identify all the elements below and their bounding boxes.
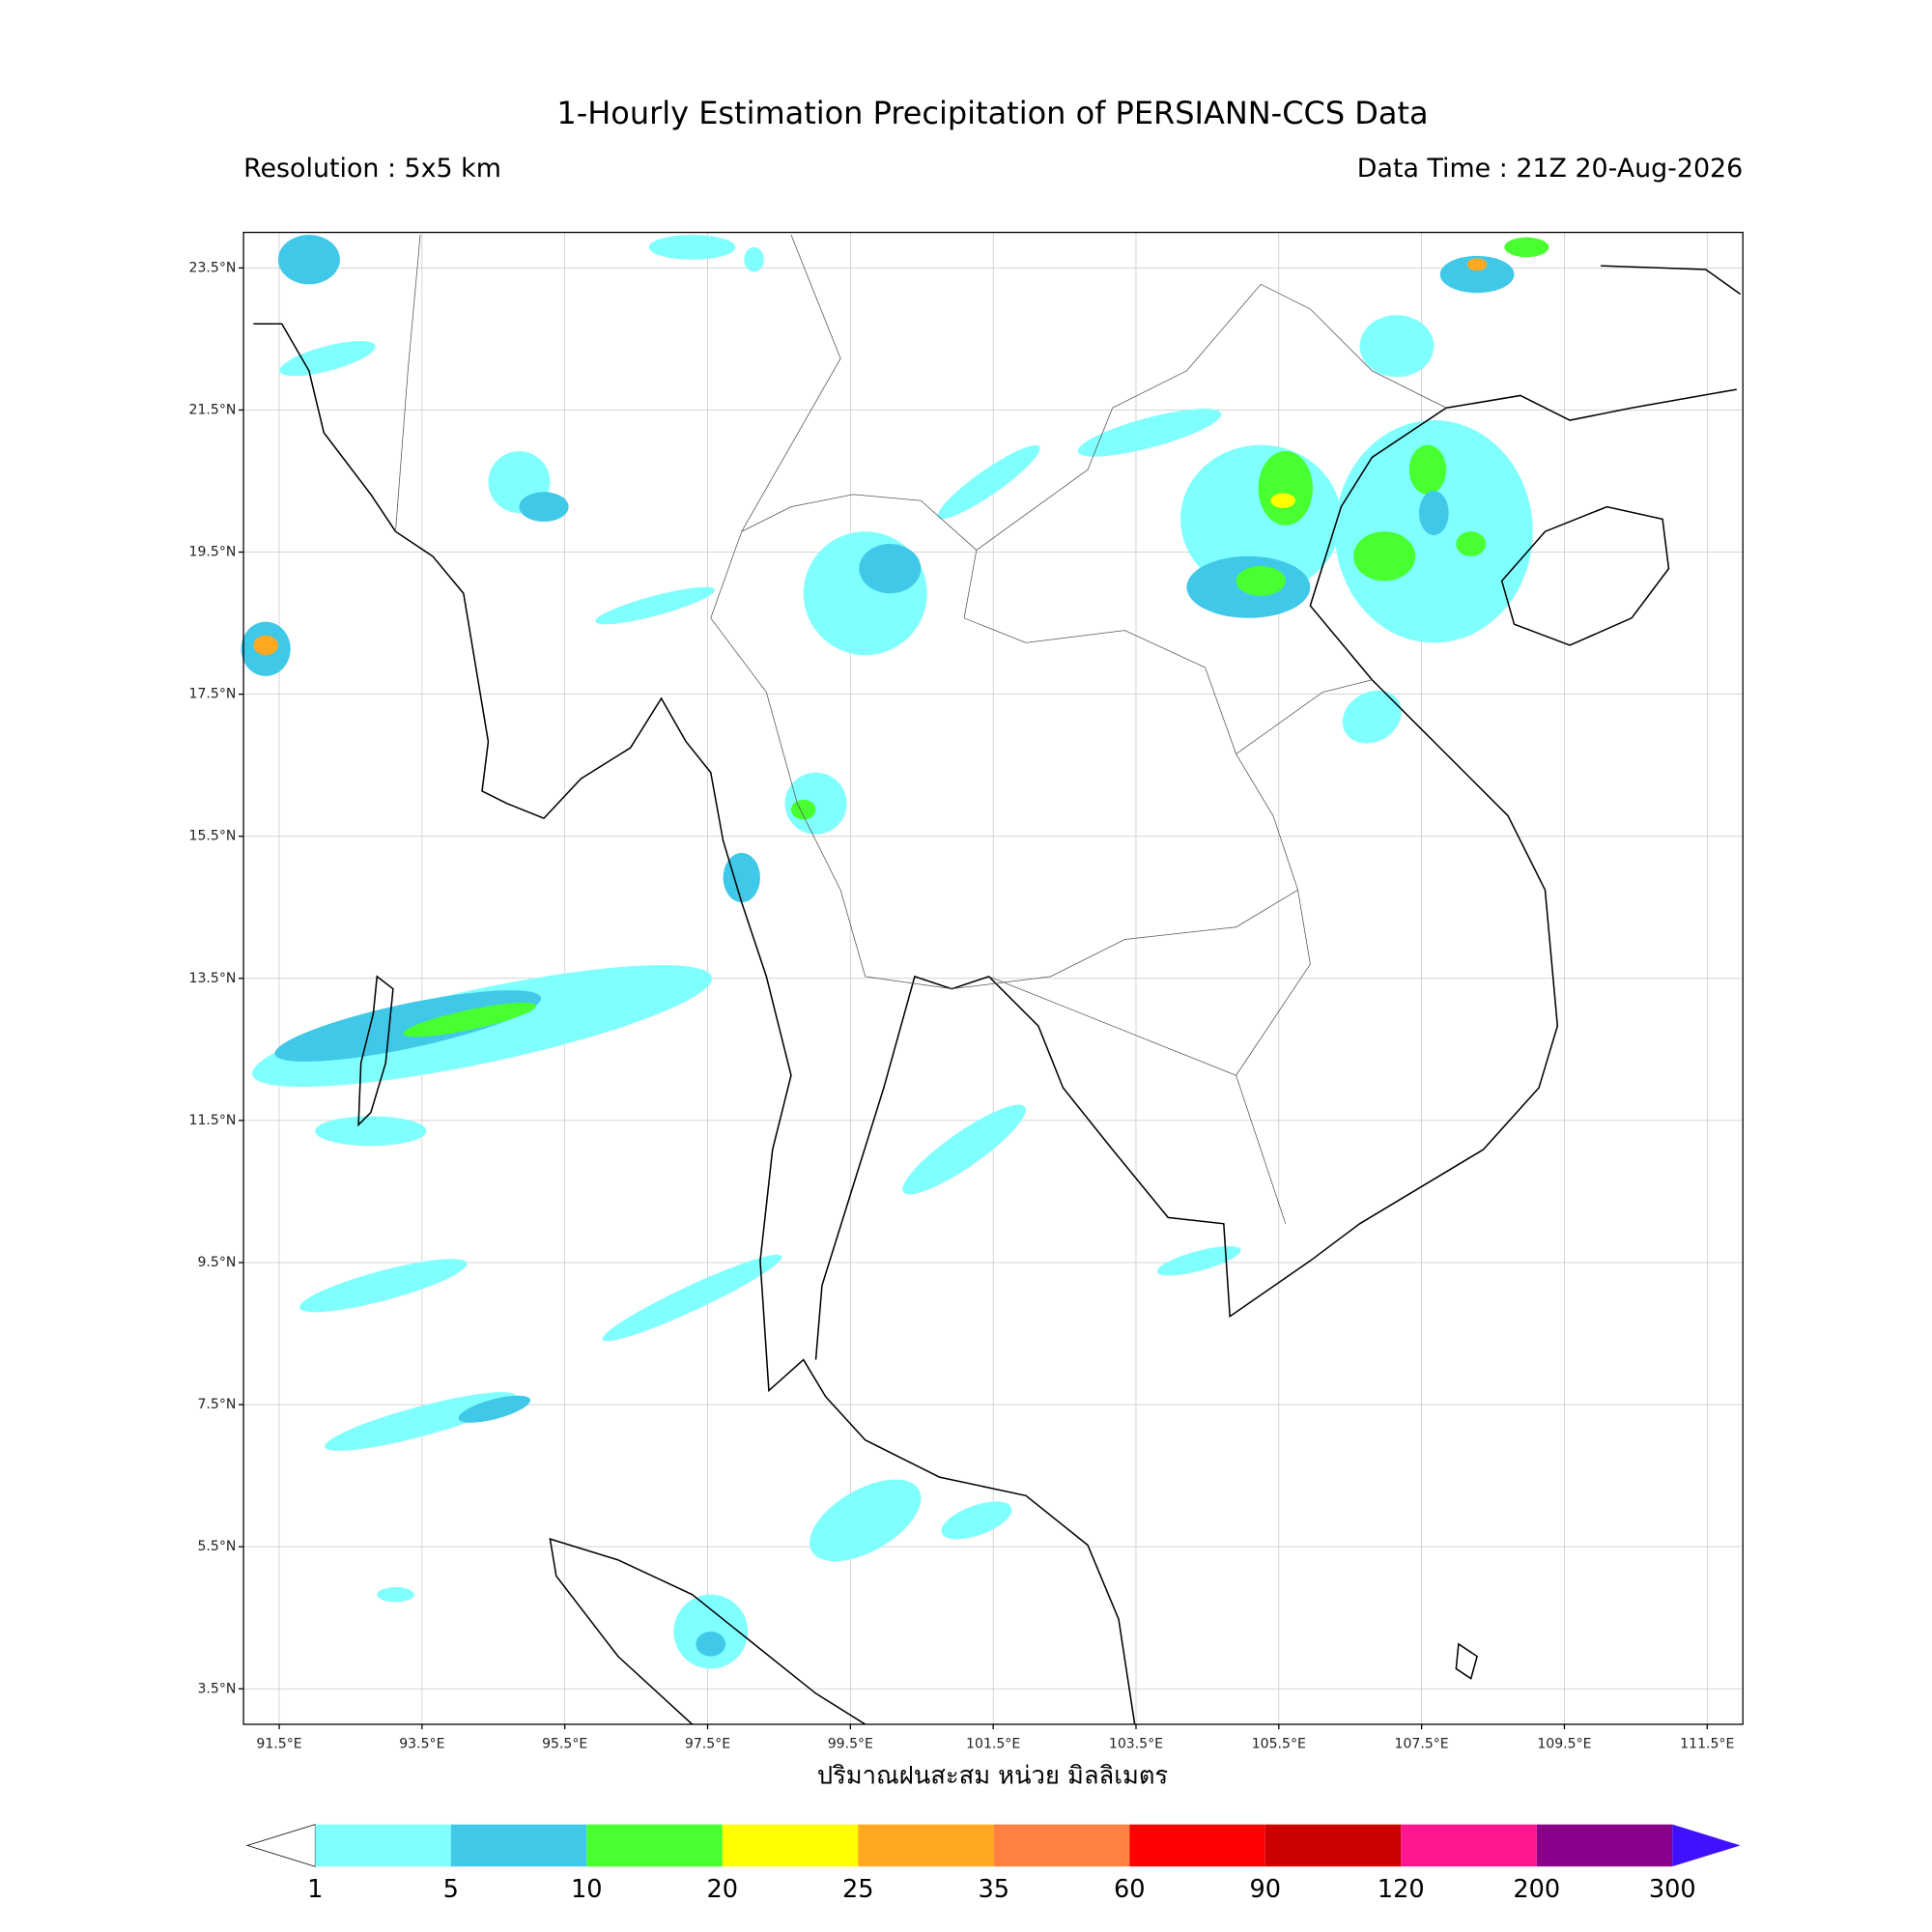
lon-tick-label: 103.5°E bbox=[1109, 1737, 1163, 1752]
rain-patch bbox=[902, 1104, 1026, 1195]
lat-tick-label: 3.5°N bbox=[197, 1681, 236, 1696]
lat-tick-label: 13.5°N bbox=[189, 971, 237, 986]
rain-patch bbox=[803, 531, 927, 656]
rain-patch bbox=[1466, 258, 1488, 271]
colorbar-label: 20 bbox=[707, 1875, 739, 1904]
rain-patch bbox=[1236, 566, 1286, 596]
rain-patch bbox=[648, 235, 736, 260]
lon-tick-label: 105.5°E bbox=[1252, 1737, 1306, 1752]
colorbar-over bbox=[1672, 1824, 1741, 1867]
lat-tick-label: 21.5°N bbox=[189, 402, 237, 417]
rain-patch bbox=[377, 1586, 414, 1603]
colorbar-label: 90 bbox=[1250, 1875, 1282, 1904]
lat-tick-label: 11.5°N bbox=[189, 1113, 237, 1128]
colorbar-box bbox=[1129, 1824, 1265, 1867]
lon-tick-label: 93.5°E bbox=[399, 1737, 444, 1752]
colorbar-under bbox=[245, 1824, 316, 1867]
colorbar-box bbox=[315, 1824, 451, 1867]
resolution: Resolution : 5x5 km bbox=[243, 154, 501, 184]
lat-tick-label: 9.5°N bbox=[197, 1255, 236, 1270]
map-frame bbox=[242, 231, 1744, 1725]
rain-patch bbox=[1077, 409, 1222, 457]
colorbar-box bbox=[722, 1824, 859, 1867]
rain-patch bbox=[1456, 531, 1487, 556]
rain-patch bbox=[941, 1501, 1012, 1540]
lon-tick-label: 97.5°E bbox=[685, 1737, 730, 1752]
rain-patch bbox=[519, 492, 569, 522]
colorbar-box bbox=[858, 1824, 994, 1867]
lat-tick-label: 15.5°N bbox=[189, 829, 237, 844]
rain-patch bbox=[744, 246, 764, 272]
lat-tick-label: 5.5°N bbox=[197, 1539, 236, 1554]
colorbar-label: 35 bbox=[979, 1875, 1010, 1904]
colorbar-label: 300 bbox=[1649, 1875, 1696, 1904]
colorbar-label: 120 bbox=[1378, 1875, 1425, 1904]
lat-tick-label: 19.5°N bbox=[189, 545, 237, 560]
rain-patch bbox=[403, 1002, 537, 1037]
rain-patch bbox=[458, 1395, 531, 1423]
rain-patch bbox=[1408, 444, 1447, 495]
lon-tick-label: 91.5°E bbox=[256, 1737, 301, 1752]
data-time: Data Time : 21Z 20-Aug-2026 bbox=[1357, 154, 1743, 184]
rain-patch bbox=[1353, 531, 1416, 582]
colorbar-box bbox=[993, 1824, 1130, 1867]
colorbar-label: 5 bbox=[443, 1875, 459, 1904]
title: 1-Hourly Estimation Precipitation of PER… bbox=[556, 95, 1428, 131]
rain-patch bbox=[279, 340, 376, 377]
colorbar-label: 10 bbox=[571, 1875, 603, 1904]
rain-patch bbox=[1418, 490, 1449, 536]
rain-patch bbox=[277, 235, 340, 285]
rain-patch bbox=[1439, 255, 1515, 294]
rain-patch bbox=[602, 1254, 782, 1342]
colorbar-box bbox=[586, 1824, 723, 1867]
lon-tick-label: 107.5°E bbox=[1395, 1737, 1449, 1752]
rain-patch bbox=[810, 1479, 922, 1562]
rain-patch bbox=[790, 799, 816, 820]
colorbar-label: 1 bbox=[307, 1875, 323, 1904]
coastlines bbox=[253, 265, 1742, 1725]
rain-patch bbox=[723, 852, 760, 903]
borders bbox=[395, 234, 1447, 1224]
rain-patch bbox=[1270, 493, 1296, 508]
lon-tick-label: 109.5°E bbox=[1537, 1737, 1591, 1752]
colorbar-box bbox=[1401, 1824, 1537, 1867]
lat-tick-label: 17.5°N bbox=[189, 687, 237, 702]
rain-patch bbox=[315, 1116, 427, 1147]
rain-patch bbox=[299, 1259, 468, 1313]
rain-patch bbox=[253, 635, 278, 656]
rain-patch bbox=[859, 544, 922, 594]
rain-patch bbox=[595, 586, 716, 625]
rain-patch bbox=[696, 1632, 726, 1657]
rain-patch bbox=[1342, 690, 1402, 744]
colorbar-label: 60 bbox=[1114, 1875, 1146, 1904]
x-axis-label: ปริมาณฝนสะสม หน่วย มิลลิเมตร bbox=[817, 1761, 1168, 1790]
rain-patch bbox=[274, 990, 542, 1062]
lat-tick-label: 23.5°N bbox=[189, 260, 237, 275]
rain-patch bbox=[1359, 315, 1435, 378]
colorbar-box bbox=[450, 1824, 587, 1867]
rain-patch bbox=[1156, 1245, 1241, 1276]
colorbar-box bbox=[1264, 1824, 1402, 1867]
rain-patch bbox=[937, 444, 1040, 520]
colorbar-box bbox=[1536, 1824, 1673, 1867]
colorbar-label: 200 bbox=[1513, 1875, 1560, 1904]
rain-patch bbox=[1258, 451, 1313, 526]
lon-tick-label: 101.5°E bbox=[966, 1737, 1020, 1752]
lon-tick-label: 99.5°E bbox=[828, 1737, 873, 1752]
rain-patch bbox=[1504, 237, 1549, 258]
colorbar-label: 25 bbox=[842, 1875, 874, 1904]
rain-patch bbox=[325, 1392, 517, 1451]
lat-tick-label: 7.5°N bbox=[197, 1397, 236, 1412]
lon-tick-label: 111.5°E bbox=[1680, 1737, 1734, 1752]
lon-tick-label: 95.5°E bbox=[542, 1737, 587, 1752]
